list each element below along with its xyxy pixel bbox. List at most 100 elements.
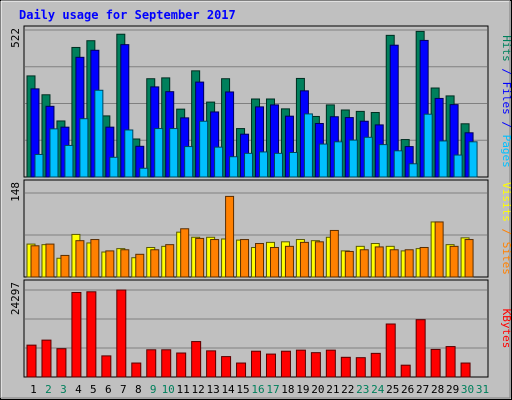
bar-kbytes-day-18: [280, 350, 291, 378]
bar-kbytes-day-21: [325, 349, 336, 378]
y-max-label: 148: [9, 182, 22, 202]
bar-kbytes-day-4: [71, 291, 82, 378]
bar-kbytes-day-9: [146, 349, 157, 378]
x-tick-label-day-8: 8: [135, 383, 142, 396]
x-axis-labels: 1 2 3 4 5 6 7 8 9 10 11 12 13 14 15 16 17 18 19 20 21 22 23 24 2…: [30, 383, 489, 396]
bar-sites-day-14: [225, 195, 235, 278]
bar-kbytes-day-15: [236, 362, 247, 378]
legend-label-part: Hits: [500, 35, 512, 62]
x-tick-label-day-23: 23: [356, 383, 369, 396]
x-tick-label-day-26: 26: [401, 383, 414, 396]
bar-kbytes-day-23: [355, 357, 366, 378]
bar-kbytes-day-10: [161, 349, 172, 378]
bar-kbytes-day-22: [340, 356, 351, 378]
bar-pages-day-28: [438, 140, 448, 178]
x-tick-label-day-27: 27: [416, 383, 429, 396]
x-tick-label-day-18: 18: [281, 383, 294, 396]
bar-kbytes-day-16: [251, 350, 262, 378]
bar-sites-day-15: [240, 239, 250, 278]
bar-pages-day-20: [318, 143, 328, 178]
bar-kbytes-day-26: [400, 364, 411, 378]
bar-sites-day-25: [389, 249, 399, 278]
chart-panels: 522 Hits / Files / Pages 148 Visits / Sites…: [9, 25, 512, 378]
bar-kbytes-day-29: [445, 346, 456, 378]
panel-visits_sites: 148 Visits / Sites: [9, 179, 512, 278]
x-tick-label-day-25: 25: [386, 383, 399, 396]
x-tick-label-day-28: 28: [431, 383, 444, 396]
x-tick-label-day-3: 3: [60, 383, 67, 396]
panel-kbytes: 24297 KBytes: [9, 279, 512, 378]
bar-pages-day-22: [348, 139, 358, 178]
y-max-label: 522: [9, 28, 22, 48]
panel-legend-label: Hits / Files / Pages: [500, 35, 512, 168]
x-tick-label-day-11: 11: [177, 383, 190, 396]
bar-pages-day-15: [244, 152, 254, 178]
x-tick-label-day-5: 5: [90, 383, 97, 396]
x-tick-label-day-7: 7: [120, 383, 127, 396]
bar-sites-day-16: [255, 243, 265, 278]
bar-pages-day-29: [453, 154, 463, 178]
bar-pages-day-30: [468, 141, 478, 178]
bar-pages-day-10: [169, 128, 179, 178]
x-tick-label-day-2: 2: [45, 383, 52, 396]
x-tick-label-day-24: 24: [371, 383, 385, 396]
bar-pages-day-9: [154, 128, 164, 178]
bar-pages-day-18: [288, 152, 298, 178]
x-tick-label-day-14: 14: [221, 383, 235, 396]
x-tick-label-day-1: 1: [30, 383, 37, 396]
x-tick-label-day-29: 29: [446, 383, 459, 396]
legend-label-part: KBytes: [500, 309, 512, 349]
legend-label-part: Files: [500, 82, 512, 115]
bar-sites-day-6: [105, 250, 115, 278]
bar-sites-day-24: [374, 246, 384, 278]
x-tick-label-day-4: 4: [75, 383, 82, 396]
bar-pages-day-19: [303, 113, 313, 178]
bar-kbytes-day-5: [86, 291, 97, 378]
x-tick-label-day-9: 9: [150, 383, 157, 396]
bar-sites-day-18: [284, 245, 294, 278]
bar-pages-day-3: [64, 144, 74, 178]
bar-sites-day-5: [90, 239, 100, 278]
bar-sites-day-8: [135, 253, 145, 278]
bar-sites-day-10: [165, 244, 175, 278]
x-tick-label-day-21: 21: [326, 383, 339, 396]
legend-label-part: Visits: [500, 182, 512, 222]
bar-sites-day-1: [30, 245, 40, 278]
bar-pages-day-16: [259, 151, 269, 178]
bar-kbytes-day-17: [265, 353, 276, 378]
bar-pages-day-11: [184, 146, 194, 178]
y-max-label: 24297: [9, 282, 22, 315]
x-tick-label-day-16: 16: [251, 383, 264, 396]
bar-kbytes-day-27: [415, 319, 426, 378]
bar-pages-day-6: [109, 156, 119, 178]
bar-pages-day-1: [34, 153, 44, 178]
series-sites: [30, 195, 474, 278]
bar-sites-day-28: [434, 221, 444, 278]
bar-pages-day-7: [124, 129, 134, 178]
bar-sites-day-20: [314, 241, 324, 278]
bar-sites-day-11: [180, 228, 190, 278]
x-tick-label-day-6: 6: [105, 383, 112, 396]
x-tick-label-day-10: 10: [162, 383, 175, 396]
bar-pages-day-14: [229, 156, 239, 178]
bar-kbytes-day-8: [131, 362, 142, 378]
bar-pages-day-8: [139, 167, 149, 178]
x-tick-label-day-22: 22: [341, 383, 354, 396]
bar-pages-day-26: [408, 163, 418, 178]
legend-label-part: Sites: [500, 242, 512, 275]
bar-pages-day-24: [378, 144, 388, 178]
bar-kbytes-day-20: [310, 352, 321, 378]
panel-hits_files_pages: 522 Hits / Files / Pages: [9, 25, 512, 178]
series-pages: [34, 89, 478, 178]
x-tick-label-day-19: 19: [296, 383, 309, 396]
bar-kbytes-day-28: [430, 348, 441, 378]
bar-pages-day-2: [49, 128, 59, 178]
bar-sites-day-21: [329, 229, 339, 278]
bar-kbytes-day-14: [221, 356, 232, 378]
bar-kbytes-day-1: [26, 344, 37, 378]
bar-sites-day-19: [299, 241, 309, 278]
bar-kbytes-day-25: [385, 323, 396, 378]
x-tick-label-day-20: 20: [311, 383, 324, 396]
bar-sites-day-9: [150, 249, 160, 278]
